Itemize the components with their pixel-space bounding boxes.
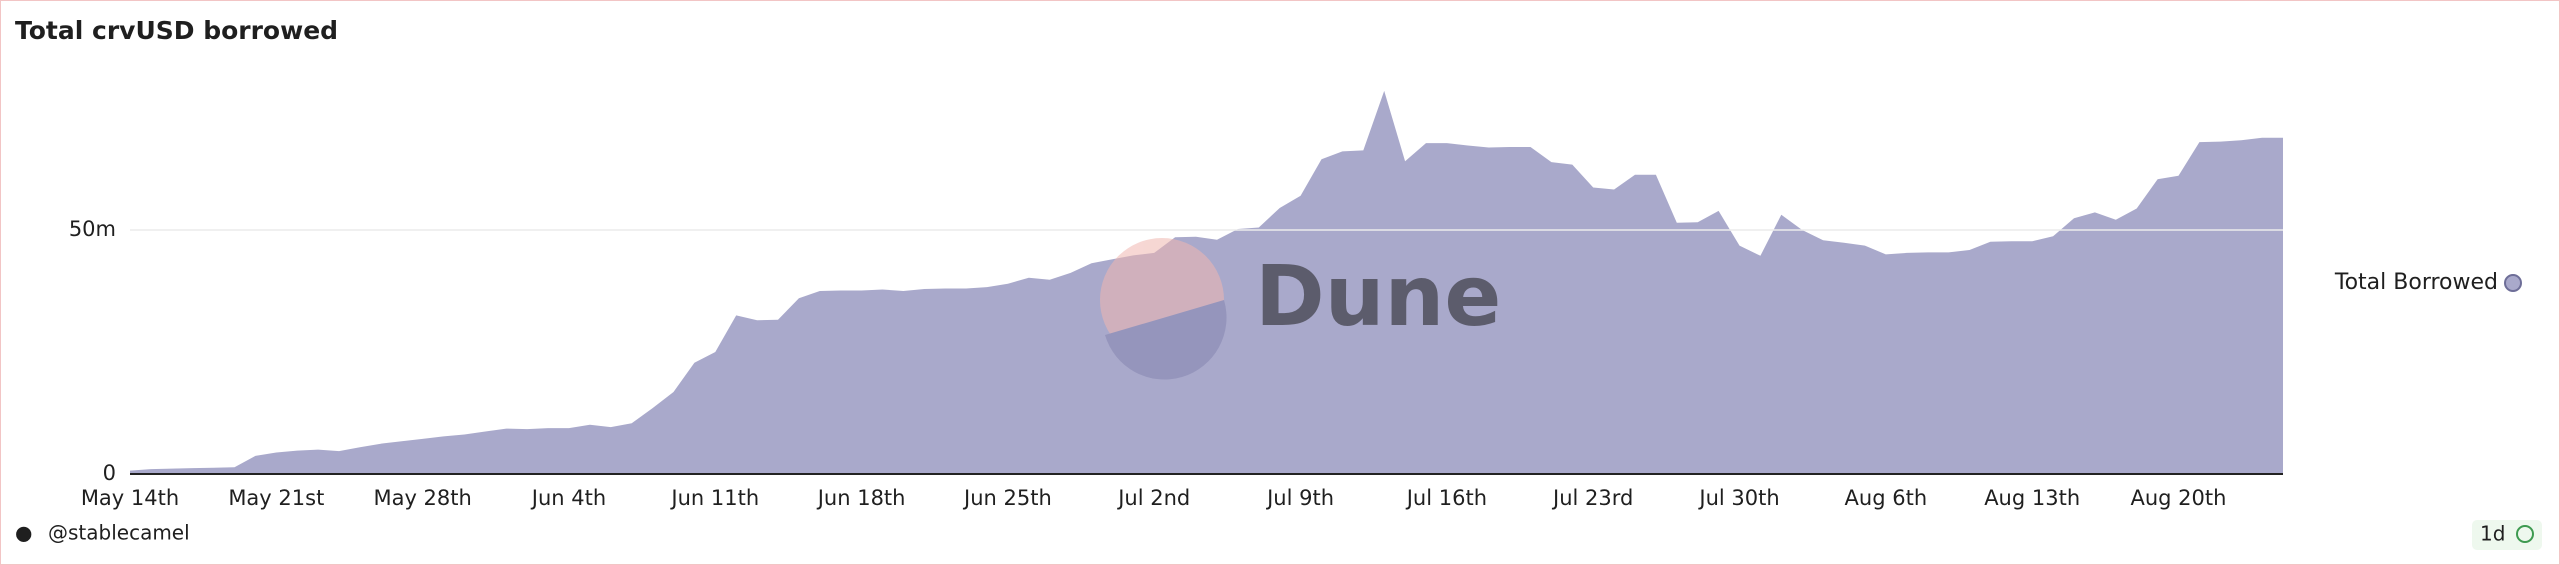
x-tick-label: Jul 23rd (1551, 486, 1633, 510)
legend-label: Total Borrowed (2334, 270, 2498, 295)
x-tick-label: Jul 16th (1405, 486, 1487, 510)
chart-title: Total crvUSD borrowed (15, 16, 338, 45)
x-tick-label: Aug 20th (2131, 486, 2227, 510)
x-tick-label: Jul 2nd (1116, 486, 1190, 510)
x-tick-label: Aug 6th (1845, 486, 1928, 510)
x-tick-label: Jul 30th (1697, 486, 1779, 510)
x-tick-label: May 14th (81, 486, 179, 510)
watermark-logo-part (1105, 300, 1227, 380)
legend-swatch (2504, 274, 2522, 292)
watermark-text: Dune (1255, 247, 1501, 345)
x-tick-label: May 28th (373, 486, 471, 510)
x-tick-label: Jun 4th (530, 486, 606, 510)
watermark: Dune (1100, 238, 1501, 380)
y-tick-label: 0 (103, 461, 116, 485)
x-tick-label: Aug 13th (1984, 486, 2080, 510)
x-tick-label: Jun 11th (669, 486, 759, 510)
y-tick-label: 50m (69, 217, 116, 241)
x-tick-label: Jun 18th (816, 486, 906, 510)
refresh-icon (2516, 525, 2534, 543)
author: @stablecamel (48, 521, 190, 545)
refresh-label: 1d (2480, 522, 2505, 546)
x-tick-label: Jul 9th (1265, 486, 1334, 510)
author-icon: ● (15, 521, 32, 545)
x-tick-label: Jun 25th (962, 486, 1052, 510)
x-tick-label: May 21st (228, 486, 324, 510)
